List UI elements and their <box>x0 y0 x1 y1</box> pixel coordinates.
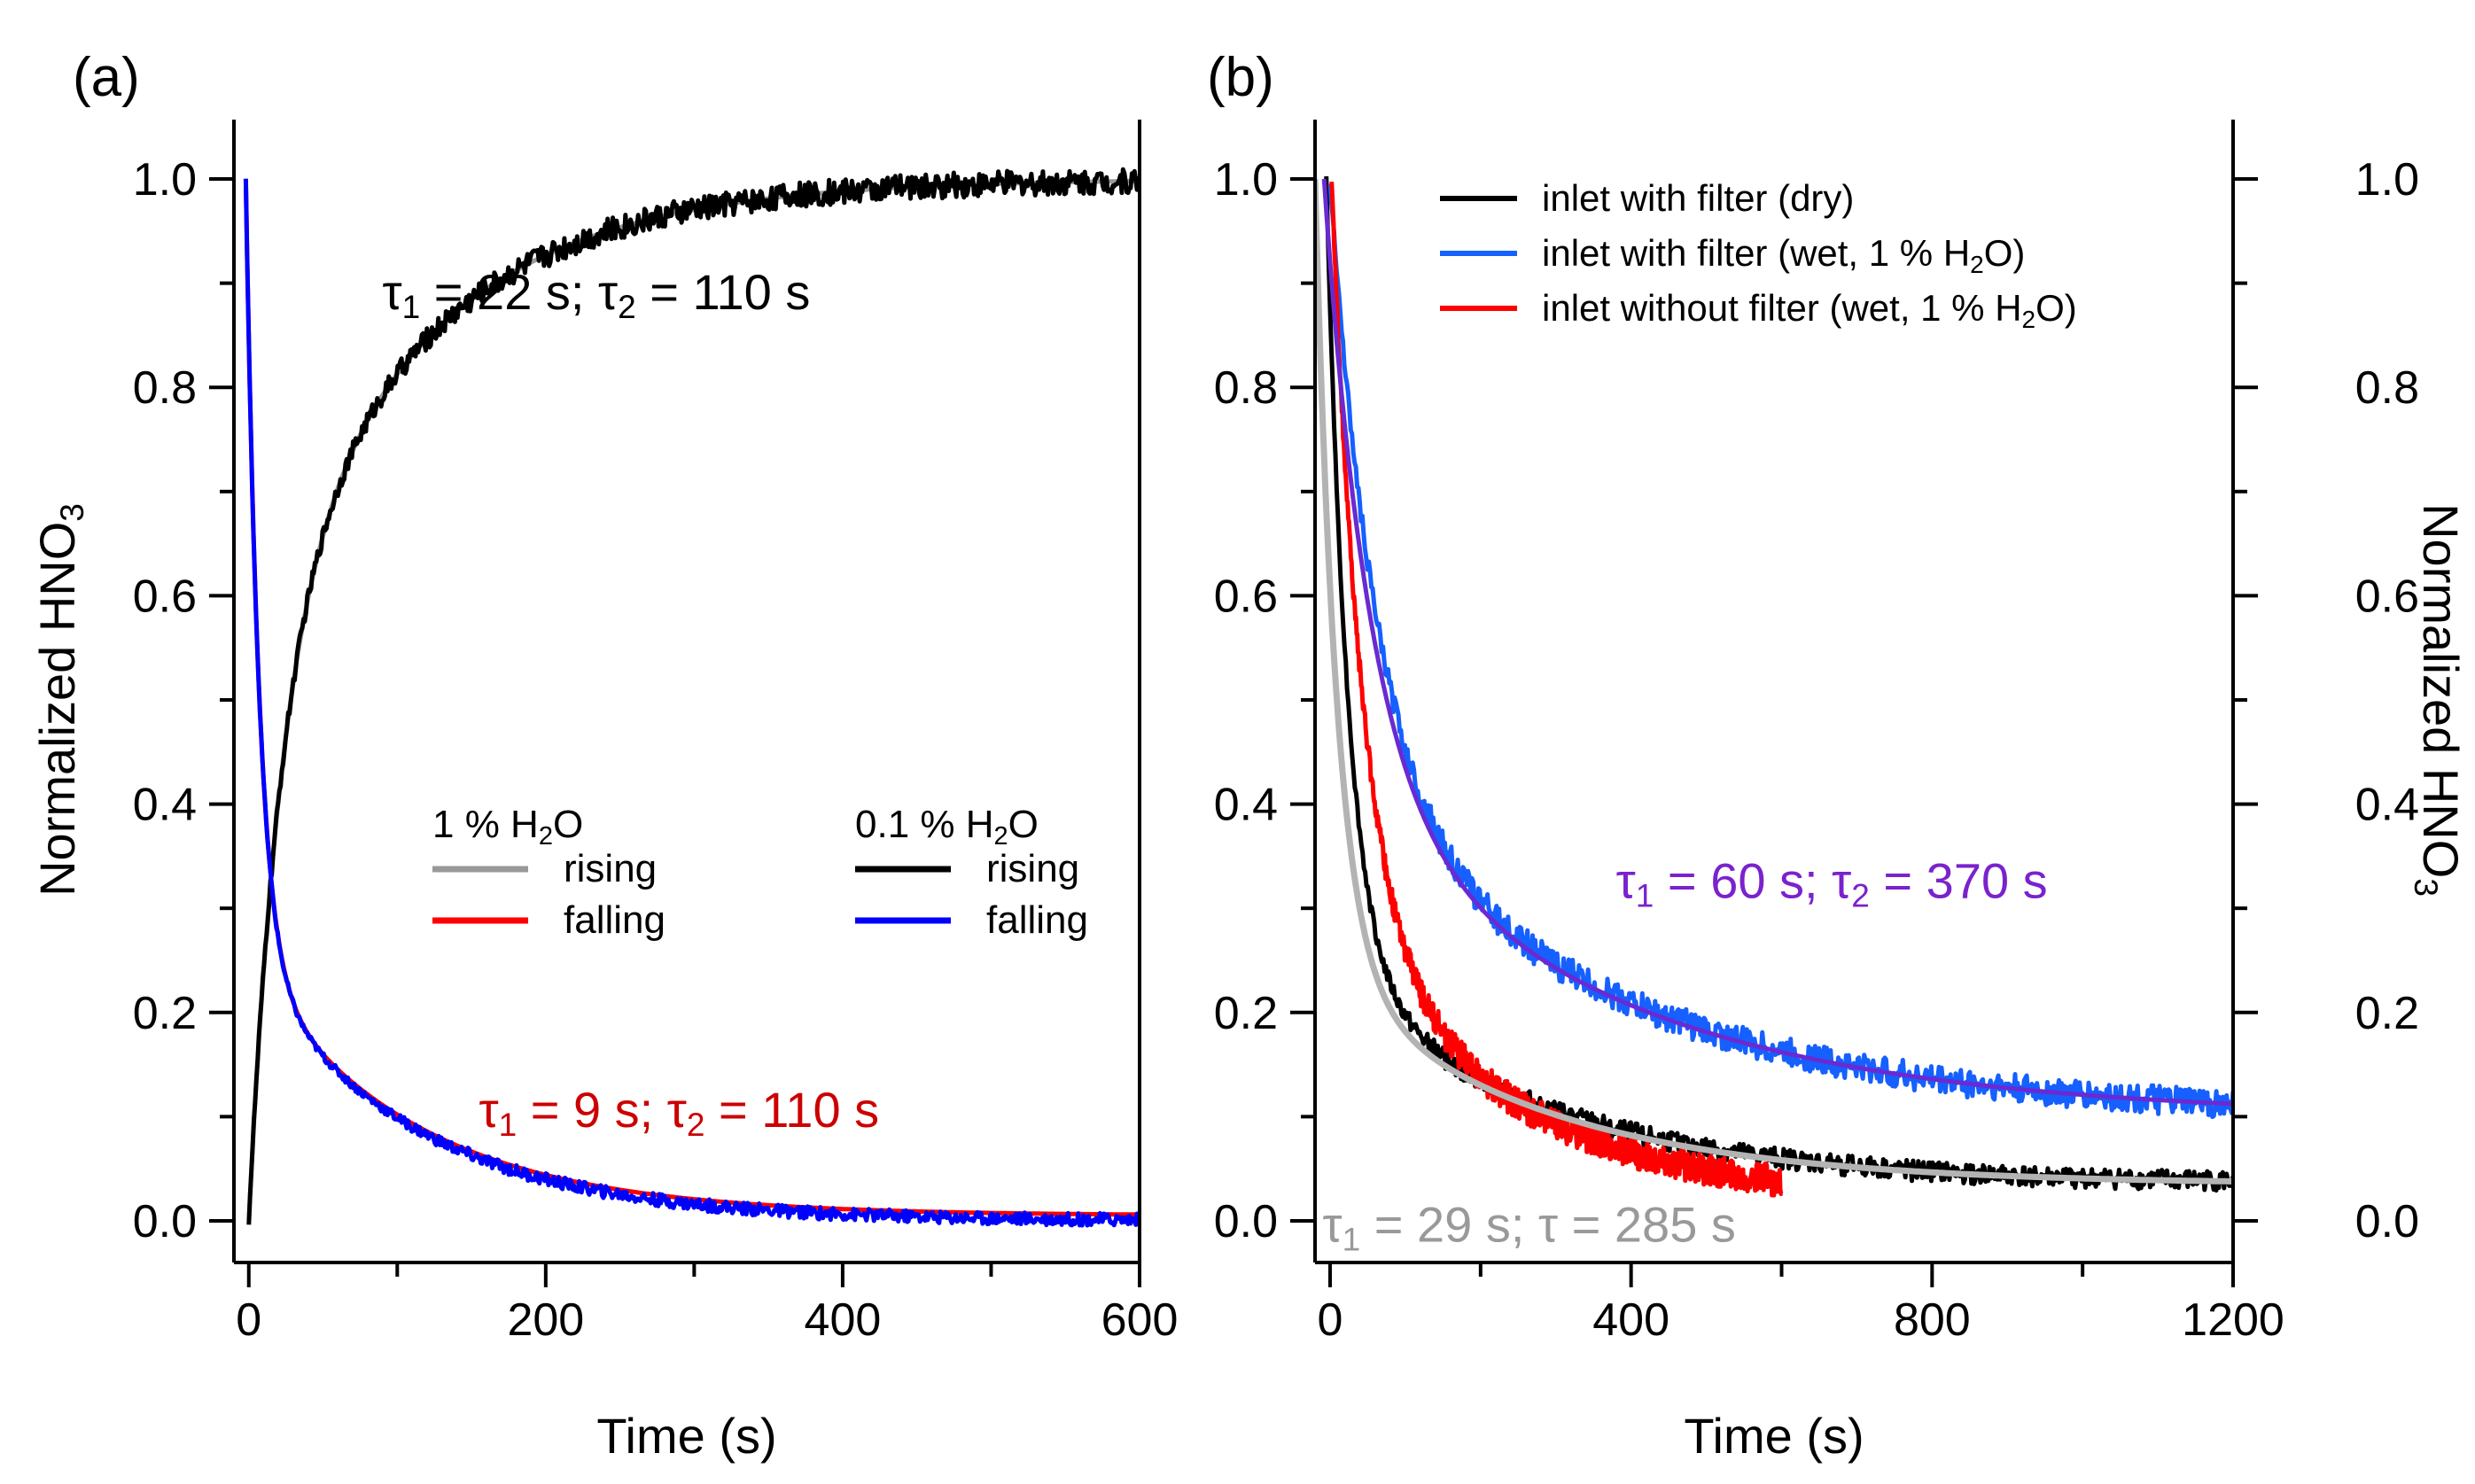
y-tick-label: 0.2 <box>133 988 197 1039</box>
series-line <box>246 167 1140 1225</box>
series-line <box>243 178 1140 1217</box>
y-tick-label-right: 0.6 <box>2355 571 2419 622</box>
y-tick-label: 0.8 <box>1214 362 1278 414</box>
y-tick-label: 0.4 <box>133 780 197 831</box>
y-tick-label: 1.0 <box>1214 154 1278 206</box>
annotation: τ1 = 22 s; τ2 = 110 s <box>383 264 811 325</box>
legend-label: falling <box>564 898 665 942</box>
annotation: τ1 = 9 s; τ2 = 110 s <box>479 1082 879 1143</box>
y-tick-label: 0.8 <box>133 362 197 414</box>
series-line <box>243 178 1140 1228</box>
legend-group-title: 0.1 % H2O <box>855 803 1039 851</box>
y-tick-label-right: 0.4 <box>2355 780 2419 831</box>
annotation: τ1 = 29 s; τ = 285 s <box>1322 1196 1735 1257</box>
legend-label: rising <box>564 847 657 890</box>
y-axis-label: Normalized HNO3 <box>29 503 90 897</box>
x-tick-label: 800 <box>1894 1294 1971 1346</box>
series-group <box>243 167 1140 1228</box>
x-tick-label: 400 <box>805 1294 882 1346</box>
y-tick-label: 0.4 <box>1214 780 1278 831</box>
legend-label: rising <box>986 847 1079 890</box>
legend-label: falling <box>986 898 1088 942</box>
y-tick-label: 0.0 <box>133 1196 197 1247</box>
series-line <box>246 178 1140 1222</box>
panel-label: (b) <box>1207 47 1274 108</box>
y-tick-label: 1.0 <box>133 154 197 206</box>
x-tick-label: 0 <box>236 1294 261 1346</box>
panel-label: (a) <box>73 47 140 108</box>
y-tick-label-right: 0.2 <box>2355 988 2419 1039</box>
x-tick-label: 200 <box>507 1294 584 1346</box>
y-tick-label-right: 0.8 <box>2355 362 2419 414</box>
x-axis-label: Time (s) <box>596 1408 776 1464</box>
y-tick-label: 0.2 <box>1214 988 1278 1039</box>
x-tick-label: 600 <box>1101 1294 1179 1346</box>
y-axis-label-right: Normalized HNO3 <box>2408 503 2469 897</box>
legend-group-title: 1 % H2O <box>432 803 583 851</box>
legend-label: inlet with filter (dry) <box>1542 177 1854 219</box>
legend-label: inlet with filter (wet, 1 % H2O) <box>1542 232 2025 278</box>
annotation: τ1 = 60 s; τ2 = 370 s <box>1616 852 2048 913</box>
y-tick-label: 0.0 <box>1214 1196 1278 1247</box>
x-tick-label: 400 <box>1592 1294 1669 1346</box>
series-group <box>1315 175 2233 1198</box>
legend-label: inlet without filter (wet, 1 % H2O) <box>1542 287 2077 333</box>
x-tick-label: 0 <box>1318 1294 1343 1346</box>
y-tick-label-right: 0.0 <box>2355 1196 2419 1247</box>
chart-panel-a: (a) 0 200 400 600 0.0 0.2 0.4 0.6 0.8 1.0 Time (s) N… <box>29 47 1178 1464</box>
chart-panel-b: (b) 0 400 800 1200 0.0 0.0 0.2 0.2 0.4 0.4 0.6 0.6 0.… <box>1207 47 2469 1464</box>
series-line <box>1315 178 2233 1185</box>
x-axis-label: Time (s) <box>1684 1408 1864 1464</box>
y-tick-label: 0.6 <box>1214 571 1278 622</box>
series-line <box>1321 178 2233 1107</box>
series-line <box>1329 181 1784 1198</box>
y-tick-label-right: 1.0 <box>2355 154 2419 206</box>
x-tick-label: 1200 <box>2182 1294 2284 1346</box>
y-tick-label: 0.6 <box>133 571 197 622</box>
